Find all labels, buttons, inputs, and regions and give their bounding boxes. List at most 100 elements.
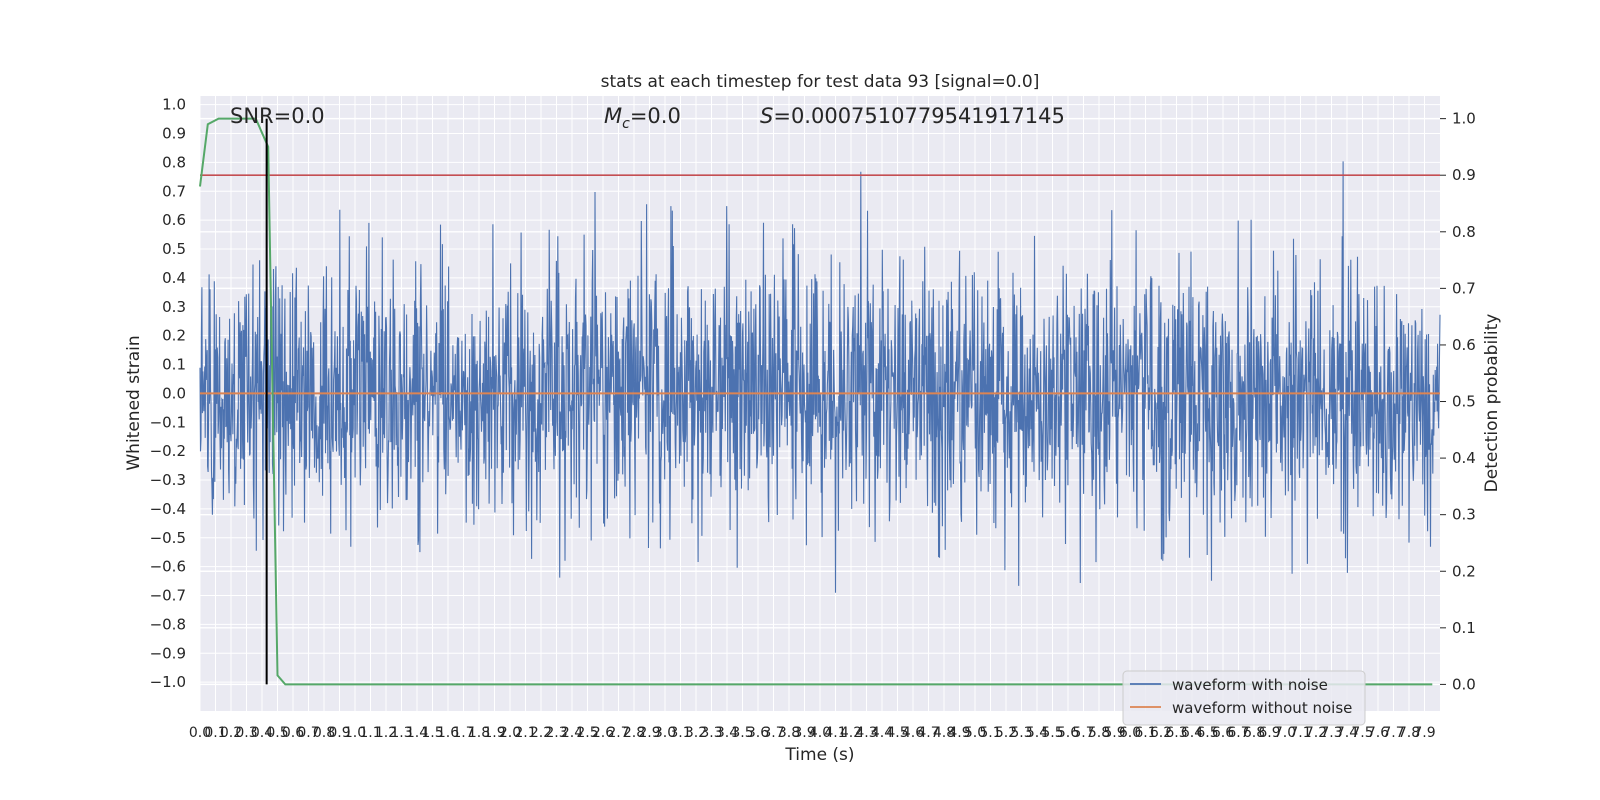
legend-label-clean: waveform without noise [1172,699,1352,717]
y2-tick-label: 0.0 [1452,675,1476,693]
x-tick-label: 2.8 [623,725,645,741]
y-tick-label: −0.1 [150,413,186,431]
x-tick-label: 0.1 [204,725,226,741]
y-tick-label: −0.9 [150,644,186,662]
snr-annotation: SNR=0.0 [230,104,325,128]
x-tick-label: 1.3 [390,725,412,741]
y2-tick-label: 0.1 [1452,619,1476,637]
x-tick-label: 6.5 [1196,725,1218,741]
score-annotation: S=0.0007510779541917145 [760,104,1065,128]
y-tick-label: −0.7 [150,587,186,605]
x-tick-label: 3.8 [778,725,800,741]
x-tick-label: 6.0 [1119,725,1141,741]
x-tick-label: 1.9 [483,725,505,741]
x-tick-label: 1.5 [421,725,443,741]
x-tick-label: 6.3 [1165,725,1187,741]
x-tick-label: 4.0 [809,725,831,741]
x-tick-label: 5.9 [1103,725,1125,741]
x-tick-label: 0.5 [266,725,288,741]
x-tick-label: 5.8 [1088,725,1110,741]
x-tick-label: 2.6 [592,725,614,741]
x-tick-label: 7.0 [1274,725,1296,741]
x-tick-label: 2.3 [545,725,567,741]
x-tick-label: 4.5 [886,725,908,741]
x-tick-label: 3.1 [669,725,691,741]
y-tick-label: 0.9 [162,125,186,143]
y-tick-label: 0.2 [162,327,186,345]
y-tick-label: 0.3 [162,298,186,316]
x-tick-label: 7.1 [1289,725,1311,741]
x-tick-label: 0.7 [297,725,319,741]
x-tick-label: 0.3 [235,725,257,741]
x-tick-label: 5.1 [979,725,1001,741]
x-tick-label: 5.7 [1072,725,1094,741]
y-tick-label: −0.6 [150,558,186,576]
x-tick-label: 3.9 [793,725,815,741]
x-tick-label: 5.3 [1010,725,1032,741]
x-tick-label: 0.9 [328,725,350,741]
x-tick-label: 4.3 [855,725,877,741]
x-tick-label: 4.6 [902,725,924,741]
x-tick-label: 2.4 [561,725,583,741]
y-axis-label: Whitened strain [124,335,144,470]
legend-label-noise: waveform with noise [1172,676,1328,694]
x-tick-label: 0.4 [251,725,273,741]
y-tick-label: 0.8 [162,153,186,171]
x-tick-label: 6.2 [1150,725,1172,741]
overlays [199,117,1440,686]
noise-waveform-path [199,161,1441,593]
legend-box [1122,670,1366,726]
x-tick-label: 7.3 [1320,725,1342,741]
x-tick-label: 3.0 [654,725,676,741]
y-tick-label: −0.4 [150,500,186,518]
x-tick-label: 2.2 [530,725,552,741]
score-symbol: S [760,104,773,128]
y-tick-label: 0.7 [162,182,186,200]
x-axis-label: Time (s) [784,745,854,765]
y-tick-label: −0.2 [150,442,186,460]
x-tick-label: 6.6 [1212,725,1234,741]
y-axis-ticks: −1.0 −0.9 −0.8 −0.7 −0.6 −0.5 −0.4 −0.3 −0.2 −0.1… [150,96,186,691]
series-waveform-with-noise [199,161,1441,593]
x-tick-label: 4.8 [933,725,955,741]
x-tick-label: 1.4 [406,725,428,741]
x-tick-label: 2.9 [638,725,660,741]
x-tick-label: 3.5 [731,725,753,741]
x-tick-label: 4.7 [917,725,939,741]
x-tick-label: 4.9 [948,725,970,741]
y2-axis-label: Detection probability [1482,314,1502,493]
x-tick-label: 0.0 [189,725,211,741]
x-tick-label: 1.7 [452,725,474,741]
x-tick-label: 7.5 [1351,725,1373,741]
chirp-mass-subscript: c [622,116,630,132]
y-tick-label: 0.6 [162,211,186,229]
y-tick-label: 0.0 [162,384,186,402]
x-tick-label: 3.6 [747,725,769,741]
x-tick-label: 4.4 [871,725,893,741]
x-tick-label: 0.2 [220,725,242,741]
x-tick-label: 7.8 [1398,725,1420,741]
y2-tick-label: 0.6 [1452,336,1476,354]
x-tick-label: 5.6 [1057,725,1079,741]
x-axis-ticks: 0.00.10.20.30.40.50.60.70.80.91.01.11.21… [189,725,1436,741]
score-value: =0.0007510779541917145 [773,104,1065,128]
x-tick-label: 2.0 [499,725,521,741]
x-tick-label: 3.7 [762,725,784,741]
x-tick-label: 6.9 [1258,725,1280,741]
chirp-mass-value: =0.0 [630,104,681,128]
x-tick-label: 1.6 [437,725,459,741]
y-tick-label: −1.0 [150,673,186,691]
chart-title: stats at each timestep for test data 93 … [601,72,1040,92]
chirp-mass-annotation: Mc=0.0 [604,104,681,132]
x-tick-label: 6.8 [1243,725,1265,741]
x-tick-label: 7.7 [1382,725,1404,741]
y-tick-label: −0.3 [150,471,186,489]
y2-tick-label: 0.3 [1452,506,1476,524]
x-tick-label: 1.8 [468,725,490,741]
y2-tick-label: 1.0 [1452,110,1476,128]
x-tick-label: 5.5 [1041,725,1063,741]
x-tick-label: 2.5 [576,725,598,741]
y2-axis-ticks: 0.0 0.1 0.2 0.3 0.4 0.5 0.6 0.7 0.8 0.9 1.0 [1440,110,1476,693]
x-tick-label: 7.2 [1305,725,1327,741]
